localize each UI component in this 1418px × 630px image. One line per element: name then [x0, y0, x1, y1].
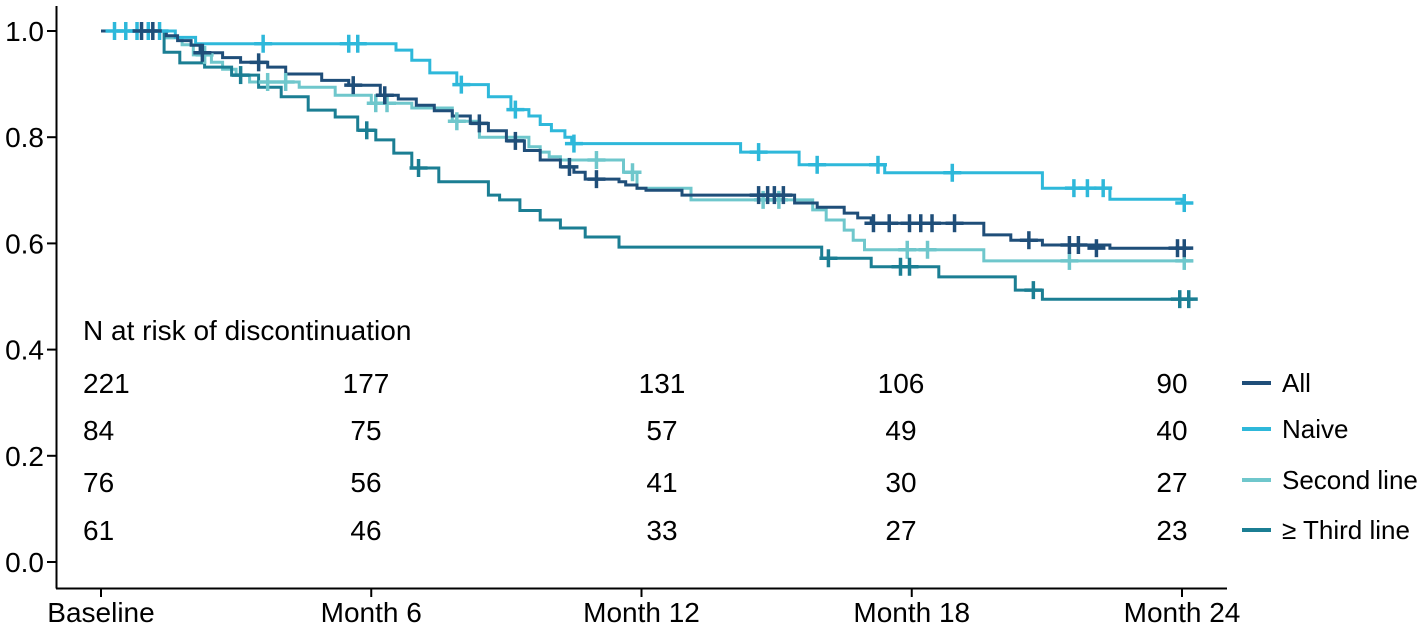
x-tick-label: Month 18: [853, 597, 970, 628]
legend-item-naive: Naive: [1242, 414, 1348, 444]
y-tick-label: 0.6: [5, 228, 44, 259]
legend-label-second-line: Second line: [1282, 465, 1418, 495]
risk-value: 221: [83, 368, 130, 399]
legend-label-naive: Naive: [1282, 414, 1348, 444]
x-tick-label: Month 12: [583, 597, 700, 628]
curve-second-line: [101, 29, 1194, 263]
risk-value: 40: [1156, 415, 1187, 446]
x-tick-label: Month 6: [321, 597, 422, 628]
y-tick-label: 0.2: [5, 441, 44, 472]
risk-value: 27: [1156, 467, 1187, 498]
axis-ticks: [47, 30, 1183, 597]
legend-item-third-line: ≥ Third line: [1242, 515, 1410, 545]
censor-marks: [105, 22, 1198, 309]
axes: [55, 6, 1227, 590]
risk-value: 46: [350, 515, 381, 546]
risk-value: 41: [646, 467, 677, 498]
risk-value: 177: [343, 368, 390, 399]
legend: All Naive Second line ≥ Third line: [1242, 368, 1418, 545]
risk-value: 90: [1156, 368, 1187, 399]
legend-label-third-line: ≥ Third line: [1282, 515, 1410, 545]
curve-naive: [101, 29, 1194, 205]
risk-table-title: N at risk of discontinuation: [83, 315, 411, 346]
legend-item-all: All: [1242, 368, 1311, 398]
legend-item-second-line: Second line: [1242, 465, 1418, 495]
risk-value: 106: [878, 368, 925, 399]
survival-curves: [101, 29, 1194, 301]
y-tick-label: 0.4: [5, 335, 44, 366]
y-tick-label: 0.0: [5, 547, 44, 578]
risk-value: 57: [646, 415, 677, 446]
risk-value: 56: [350, 467, 381, 498]
risk-value: 84: [83, 415, 114, 446]
risk-value: 61: [83, 515, 114, 546]
legend-label-all: All: [1282, 368, 1311, 398]
risk-value: 27: [885, 515, 916, 546]
risk-value: 23: [1156, 515, 1187, 546]
y-tick-label: 0.8: [5, 122, 44, 153]
curve--third-line: [101, 29, 1194, 301]
x-tick-label: Month 24: [1124, 597, 1241, 628]
risk-value: 75: [350, 415, 381, 446]
risk-value: 131: [639, 368, 686, 399]
risk-table-values: 221 177 131 106 90 84 75 57 49 40 76 56 41 30 27 61 46 33…: [83, 368, 1188, 546]
risk-value: 33: [646, 515, 677, 546]
risk-value: 76: [83, 467, 114, 498]
risk-value: 49: [885, 415, 916, 446]
risk-table: N at risk of discontinuation 221 177 131 10…: [83, 315, 1188, 546]
risk-value: 30: [885, 467, 916, 498]
y-tick-label: 1.0: [5, 16, 44, 47]
x-tick-label: Baseline: [47, 597, 154, 628]
